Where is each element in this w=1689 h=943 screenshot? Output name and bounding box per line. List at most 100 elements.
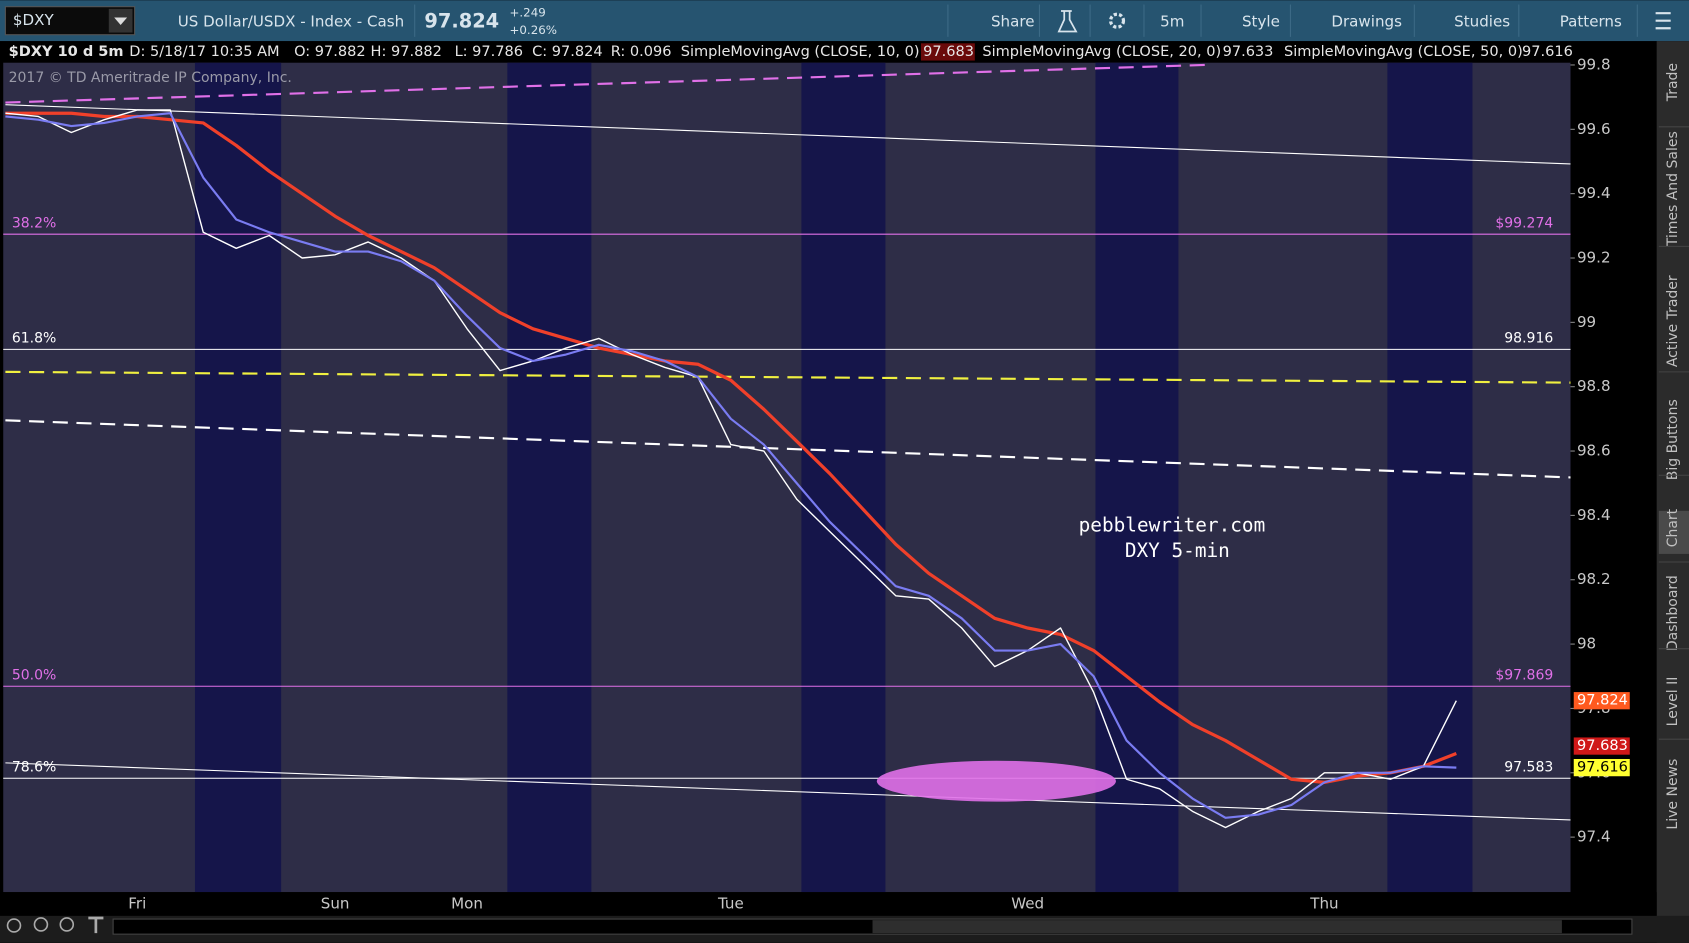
- y-tick-label: 99.4: [1577, 184, 1611, 202]
- x-tick-label: Tue: [717, 894, 744, 912]
- after-hours-band: [1095, 62, 1179, 893]
- trend-line: [5, 104, 1571, 165]
- trend-line: [5, 762, 1571, 821]
- zoom-out-icon[interactable]: [59, 917, 75, 932]
- legend-value: 97.633: [1223, 44, 1274, 60]
- percent-change: +0.26%: [510, 23, 557, 37]
- bar-range: R: 0.096: [611, 44, 672, 60]
- after-hours-band: [801, 62, 886, 893]
- legend-entry: SimpleMovingAvg (CLOSE, 10, 0): [681, 44, 920, 60]
- sidebar-tab[interactable]: Level II: [1665, 677, 1681, 727]
- sidebar: [1656, 41, 1689, 943]
- annotation: pebblewriter.com: [1079, 513, 1266, 536]
- sidebar-tab[interactable]: Dashboard: [1665, 575, 1681, 651]
- after-hours-band: [1387, 62, 1473, 893]
- toolbar-button[interactable]: Studies: [1454, 12, 1510, 30]
- toolbar-button[interactable]: Patterns: [1560, 12, 1622, 30]
- price-marker-label: 97.683: [1577, 738, 1628, 754]
- legend-entry: SimpleMovingAvg (CLOSE, 50, 0): [1284, 44, 1523, 60]
- legend-value: 97.683: [923, 44, 974, 60]
- bar-date: D: 5/18/17 10:35 AM: [129, 44, 279, 60]
- bar-close: C: 97.824: [532, 44, 603, 60]
- text-tool-icon[interactable]: [88, 916, 104, 934]
- series-line: [5, 112, 1457, 819]
- x-tick-label: Fri: [128, 894, 146, 912]
- x-tick-label: Mon: [451, 894, 483, 912]
- dropdown-arrow: [114, 17, 128, 26]
- last-price: 97.824: [424, 9, 499, 32]
- zoom-icons: [6, 916, 104, 934]
- symbol: $DXY: [13, 11, 55, 29]
- bar-low: L: 97.786: [455, 44, 523, 60]
- x-tick-label: Thu: [1309, 894, 1338, 912]
- after-hours-band: [194, 62, 282, 893]
- y-tick-label: 99.6: [1577, 120, 1611, 138]
- plot-area: 2017 © TD Ameritrade IP Company, Inc. 38.…: [3, 62, 1571, 893]
- time-axis: [0, 892, 1657, 916]
- bar-open: O: 97.882: [294, 44, 366, 60]
- y-tick-label: 98.8: [1577, 377, 1611, 395]
- sidebar-tab[interactable]: Chart: [1665, 508, 1681, 547]
- fib-label: 50.0%: [12, 667, 56, 683]
- sidebar-tab[interactable]: Live News: [1665, 759, 1681, 830]
- fib-value-label: 98.916: [1504, 331, 1553, 347]
- after-hours-band: [507, 62, 592, 893]
- y-tick-label: 98.6: [1577, 442, 1611, 460]
- toolbar-button[interactable]: Style: [1242, 12, 1280, 30]
- y-tick-label: 97.4: [1577, 828, 1611, 846]
- series-line: [5, 109, 1457, 829]
- fib-value-label: 97.583: [1504, 759, 1553, 775]
- x-tick-label: Wed: [1011, 894, 1044, 912]
- fib-label: 38.2%: [12, 215, 56, 231]
- toolbar-buttons: Share 5m Style Drawings Studies Patterns: [947, 4, 1638, 37]
- sidebar-tab[interactable]: Active Trader: [1665, 275, 1681, 367]
- y-tick-label: 99.2: [1577, 249, 1611, 267]
- lab-icon[interactable]: [1057, 10, 1078, 33]
- fib-value-label: $97.869: [1495, 667, 1553, 683]
- y-tick-label: 99: [1577, 313, 1596, 331]
- price-marker-label: 97.616: [1577, 760, 1628, 776]
- scroll-thumb[interactable]: [872, 920, 1562, 934]
- zoom-in-icon[interactable]: [33, 917, 49, 932]
- toolbar: [0, 0, 1689, 42]
- y-tick-label: 99.8: [1577, 55, 1611, 73]
- toolbar-button[interactable]: Share: [991, 12, 1035, 30]
- toolbar-button[interactable]: 5m: [1160, 12, 1184, 30]
- toolbar-icons: [1057, 10, 1671, 33]
- toolbar-button[interactable]: Drawings: [1331, 12, 1402, 30]
- fit-icon[interactable]: [6, 918, 22, 933]
- price-marker: [1573, 737, 1630, 755]
- copyright: 2017 © TD Ameritrade IP Company, Inc.: [9, 70, 292, 86]
- sidebar-tab[interactable]: Big Buttons: [1665, 399, 1681, 480]
- fib-label: 61.8%: [12, 331, 56, 347]
- price-marker-label: 97.824: [1577, 693, 1628, 709]
- bar-high: H: 97.882: [371, 44, 442, 60]
- info-bar: [0, 41, 1657, 63]
- price-marker: [1573, 759, 1630, 777]
- fib-label: 78.6%: [12, 759, 56, 775]
- sidebar-tab[interactable]: Trade: [1665, 63, 1681, 102]
- price-marker: [1573, 692, 1630, 710]
- trend-line: [5, 370, 1571, 384]
- y-tick-label: 98: [1577, 635, 1596, 653]
- legend-value-bg: [920, 43, 975, 61]
- menu-icon[interactable]: [1655, 12, 1671, 30]
- instrument-description: US Dollar/USDX - Index - Cash: [178, 12, 404, 30]
- legend-value: 97.616: [1522, 44, 1573, 60]
- net-change: +.249: [510, 6, 546, 20]
- annotation: DXY 5-min: [1125, 539, 1230, 562]
- highlight-ellipse: [876, 760, 1116, 802]
- sidebar-tab[interactable]: Times And Sales: [1665, 131, 1681, 247]
- gear-icon[interactable]: [1108, 12, 1126, 29]
- trend-line: [5, 63, 1207, 104]
- trend-line: [5, 419, 1571, 479]
- x-tick-label: Sun: [321, 894, 350, 912]
- sidebar-active-tab: [1658, 510, 1689, 554]
- chart-symbol: $DXY 10 d 5m: [9, 44, 124, 60]
- legend-entry: SimpleMovingAvg (CLOSE, 20, 0): [982, 44, 1221, 60]
- overlay: 97.497.697.89898.298.498.698.89999.299.4…: [128, 55, 1630, 912]
- series-line: [5, 111, 1457, 784]
- y-tick-label: 98.2: [1577, 570, 1611, 588]
